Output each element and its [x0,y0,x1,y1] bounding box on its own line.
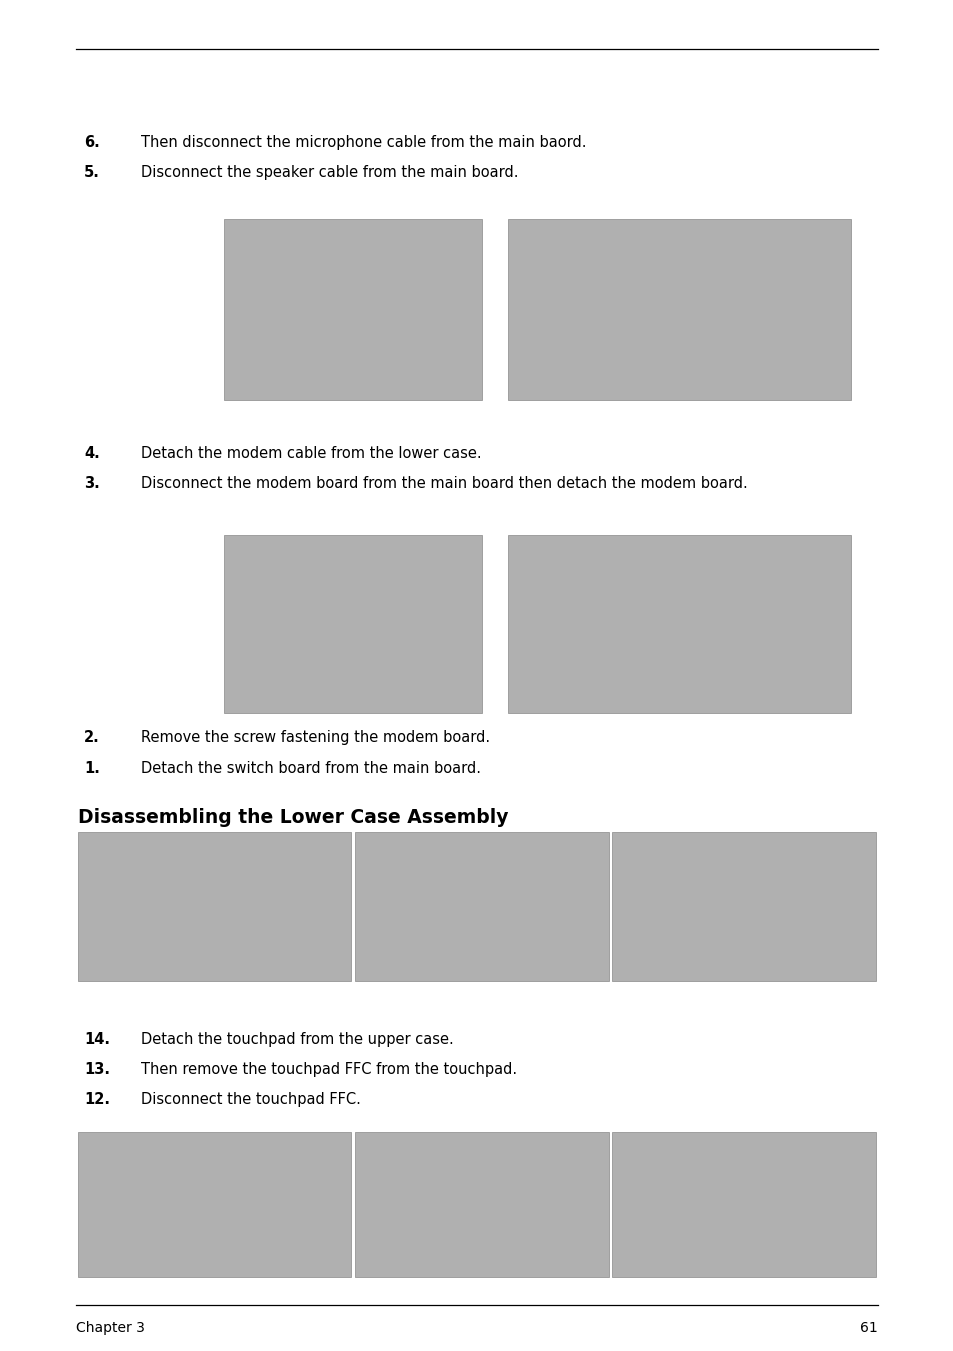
Text: 61: 61 [859,1321,877,1335]
Text: Detach the touchpad from the upper case.: Detach the touchpad from the upper case. [141,1032,454,1047]
Text: 6.: 6. [84,135,100,150]
Text: Chapter 3: Chapter 3 [76,1321,145,1335]
Text: Detach the modem cable from the lower case.: Detach the modem cable from the lower ca… [141,446,481,461]
Bar [612,1132,875,1277]
Bar [508,219,850,400]
Bar [224,219,481,400]
Bar [78,1132,351,1277]
Text: Disconnect the modem board from the main board then detach the modem board.: Disconnect the modem board from the main… [141,476,747,490]
Text: 5.: 5. [84,165,100,180]
Text: Then disconnect the microphone cable from the main baord.: Then disconnect the microphone cable fro… [141,135,586,150]
Text: Detach the switch board from the main board.: Detach the switch board from the main bo… [141,761,480,775]
Text: Then remove the touchpad FFC from the touchpad.: Then remove the touchpad FFC from the to… [141,1062,517,1077]
Text: Disconnect the speaker cable from the main board.: Disconnect the speaker cable from the ma… [141,165,518,180]
Text: 2.: 2. [84,730,100,744]
Bar [612,832,875,981]
Bar [508,535,850,713]
Bar [224,535,481,713]
Text: 14.: 14. [84,1032,110,1047]
Text: 4.: 4. [84,446,100,461]
Text: 13.: 13. [84,1062,110,1077]
Text: 3.: 3. [84,476,100,490]
Text: 12.: 12. [84,1092,110,1106]
Text: 1.: 1. [84,761,100,775]
Bar [355,832,608,981]
Bar [355,1132,608,1277]
Text: Disassembling the Lower Case Assembly: Disassembling the Lower Case Assembly [78,808,508,827]
Text: Remove the screw fastening the modem board.: Remove the screw fastening the modem boa… [141,730,490,744]
Text: Disconnect the touchpad FFC.: Disconnect the touchpad FFC. [141,1092,360,1106]
Bar [78,832,351,981]
